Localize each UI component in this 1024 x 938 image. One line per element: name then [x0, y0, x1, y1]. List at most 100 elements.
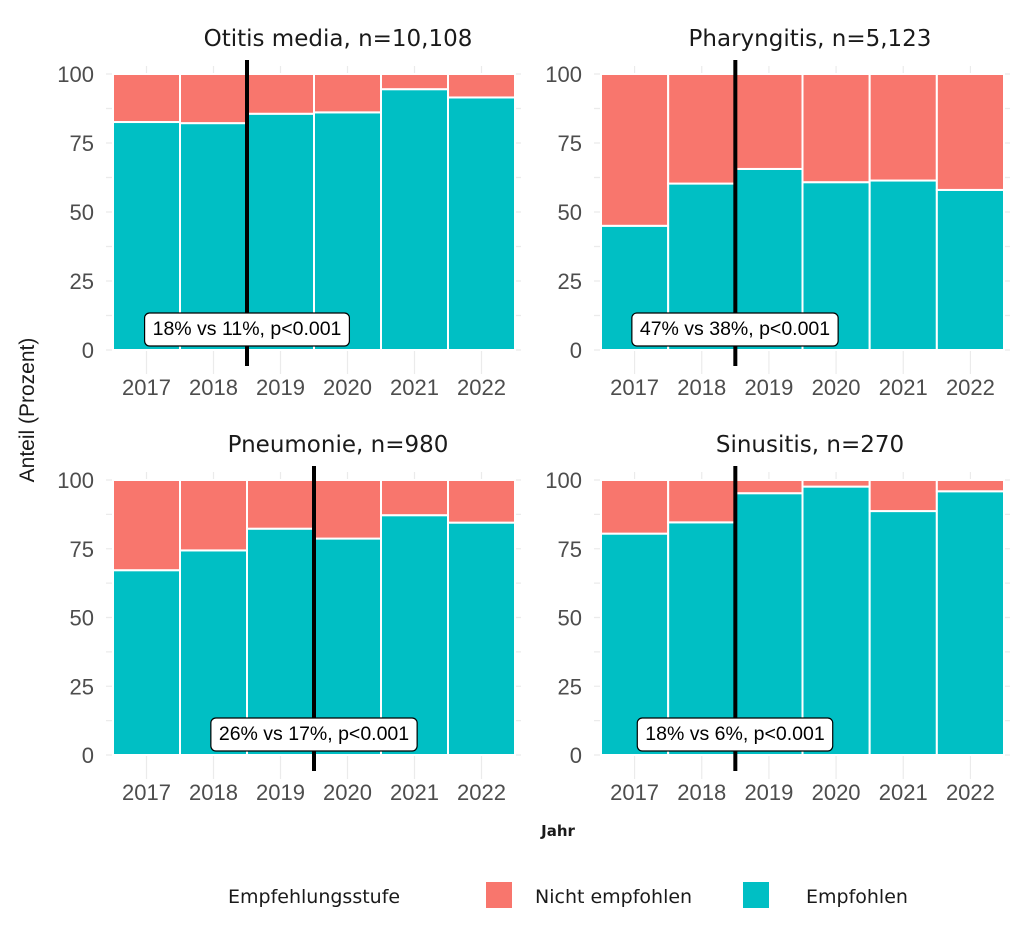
y-tick-label: 75 [558, 131, 582, 156]
x-tick-label: 2021 [879, 780, 928, 805]
annotation-box [143, 312, 351, 347]
bar-nicht-empfohlen-2020 [801, 73, 871, 184]
bar-nicht-empfohlen-2021 [868, 479, 938, 513]
panel-1: Otitis media, n=10,108 0 25 50 75 100 2017 2018… [57, 26, 521, 400]
panel-title: Sinusitis, n=270 [716, 432, 904, 458]
x-tick-label: 2021 [879, 375, 928, 400]
bar-empfohlen-2021 [380, 88, 449, 352]
y-tick-label: 0 [82, 338, 94, 363]
bar-empfohlen-2021 [868, 510, 938, 757]
y-tick-label: 25 [70, 269, 94, 294]
legend-swatch-nicht-empfohlen [486, 882, 512, 908]
x-tick-label: 2020 [812, 780, 861, 805]
x-tick-label: 2021 [390, 375, 439, 400]
bar-nicht-empfohlen-2017 [600, 73, 670, 227]
bar-empfohlen-2022 [935, 188, 1005, 351]
legend-title: Empfehlungsstufe [228, 886, 400, 908]
panel-title: Pharyngitis, n=5,123 [689, 26, 932, 52]
x-tick-label: 2020 [323, 375, 372, 400]
x-tick-label: 2017 [610, 375, 659, 400]
bar-nicht-empfohlen-2019 [734, 73, 804, 170]
panel-title: Otitis media, n=10,108 [204, 26, 473, 52]
x-axis-title: Jahr [540, 822, 575, 840]
x-tick-label: 2017 [122, 375, 171, 400]
y-tick-label: 100 [57, 468, 94, 493]
bar-nicht-empfohlen-2021 [380, 73, 449, 91]
y-tick-label: 50 [558, 200, 582, 225]
bar-empfohlen-2019 [246, 112, 315, 351]
legend: Empfehlungsstufe Nicht empfohlen Empfohl… [228, 882, 908, 908]
y-tick-label: 25 [558, 674, 582, 699]
y-tick-label: 100 [57, 62, 94, 87]
annotation-box [636, 717, 834, 752]
legend-label-nicht-empfohlen: Nicht empfohlen [535, 886, 692, 908]
bar-empfohlen-2017 [112, 121, 181, 351]
bar-nicht-empfohlen-2019 [734, 479, 804, 495]
y-tick-label: 0 [570, 743, 582, 768]
bar-empfohlen-2020 [313, 111, 382, 351]
bar-nicht-empfohlen-2019 [246, 73, 315, 115]
y-tick-label: 0 [570, 338, 582, 363]
x-tick-label: 2020 [323, 780, 372, 805]
y-tick-label: 50 [558, 606, 582, 631]
bar-empfohlen-2020 [801, 485, 871, 756]
bar-nicht-empfohlen-2021 [380, 479, 449, 517]
x-tick-label: 2017 [122, 780, 171, 805]
bar-nicht-empfohlen-2019 [246, 479, 315, 530]
annotation-label: 18% vs 6%, p<0.001 [636, 717, 834, 752]
bar-nicht-empfohlen-2022 [447, 479, 516, 524]
x-tick-label: 2019 [744, 780, 793, 805]
bar-nicht-empfohlen-2018 [667, 479, 737, 524]
y-tick-label: 25 [70, 674, 94, 699]
x-tick-label: 2020 [812, 375, 861, 400]
y-axis-title: Anteil (Prozent) [16, 338, 39, 483]
bar-nicht-empfohlen-2018 [667, 73, 737, 185]
legend-swatch-empfohlen [743, 882, 769, 908]
annotation-text: 26% vs 17%, p<0.001 [219, 723, 409, 745]
annotation-box [631, 312, 839, 347]
annotation-label: 47% vs 38%, p<0.001 [631, 312, 839, 347]
bar-empfohlen-2022 [935, 490, 1005, 756]
bar-empfohlen-2019 [734, 492, 804, 756]
y-tick-label: 25 [558, 269, 582, 294]
annotation-label: 26% vs 17%, p<0.001 [210, 717, 418, 752]
y-tick-label: 50 [70, 606, 94, 631]
annotation-label: 18% vs 11%, p<0.001 [143, 312, 351, 347]
x-tick-label: 2018 [189, 780, 238, 805]
bar-nicht-empfohlen-2020 [801, 479, 871, 488]
y-tick-label: 75 [558, 537, 582, 562]
bar-nicht-empfohlen-2022 [935, 73, 1005, 191]
bar-nicht-empfohlen-2022 [935, 479, 1005, 493]
bar-empfohlen-2018 [667, 521, 737, 756]
x-tick-label: 2018 [189, 375, 238, 400]
x-tick-label: 2019 [256, 375, 305, 400]
y-tick-label: 75 [70, 537, 94, 562]
x-tick-label: 2017 [610, 780, 659, 805]
bar-empfohlen-2022 [447, 521, 516, 756]
bar-empfohlen-2017 [112, 569, 181, 757]
x-tick-label: 2018 [677, 780, 726, 805]
bar-nicht-empfohlen-2018 [179, 73, 248, 125]
x-tick-label: 2022 [946, 780, 995, 805]
x-tick-label: 2022 [457, 780, 506, 805]
x-tick-label: 2022 [457, 375, 506, 400]
bar-nicht-empfohlen-2018 [179, 479, 248, 552]
bar-nicht-empfohlen-2017 [112, 73, 181, 124]
y-tick-label: 75 [70, 131, 94, 156]
panel-title: Pneumonie, n=980 [228, 432, 449, 458]
x-tick-label: 2022 [946, 375, 995, 400]
bar-nicht-empfohlen-2021 [868, 73, 938, 182]
x-tick-label: 2019 [256, 780, 305, 805]
bar-nicht-empfohlen-2020 [313, 73, 382, 114]
bar-nicht-empfohlen-2017 [600, 479, 670, 535]
annotation-box [210, 717, 418, 752]
bar-nicht-empfohlen-2017 [112, 479, 181, 572]
x-tick-label: 2021 [390, 780, 439, 805]
panel-3: Pneumonie, n=980 0 25 50 75 100 2017 2018 2019 20… [57, 432, 521, 805]
panel-2: Pharyngitis, n=5,123 0 25 50 75 100 2017 2018 20… [545, 26, 1010, 400]
bar-empfohlen-2021 [868, 179, 938, 351]
annotation-text: 47% vs 38%, p<0.001 [640, 318, 830, 340]
y-tick-label: 100 [545, 62, 582, 87]
annotation-text: 18% vs 11%, p<0.001 [153, 318, 342, 340]
